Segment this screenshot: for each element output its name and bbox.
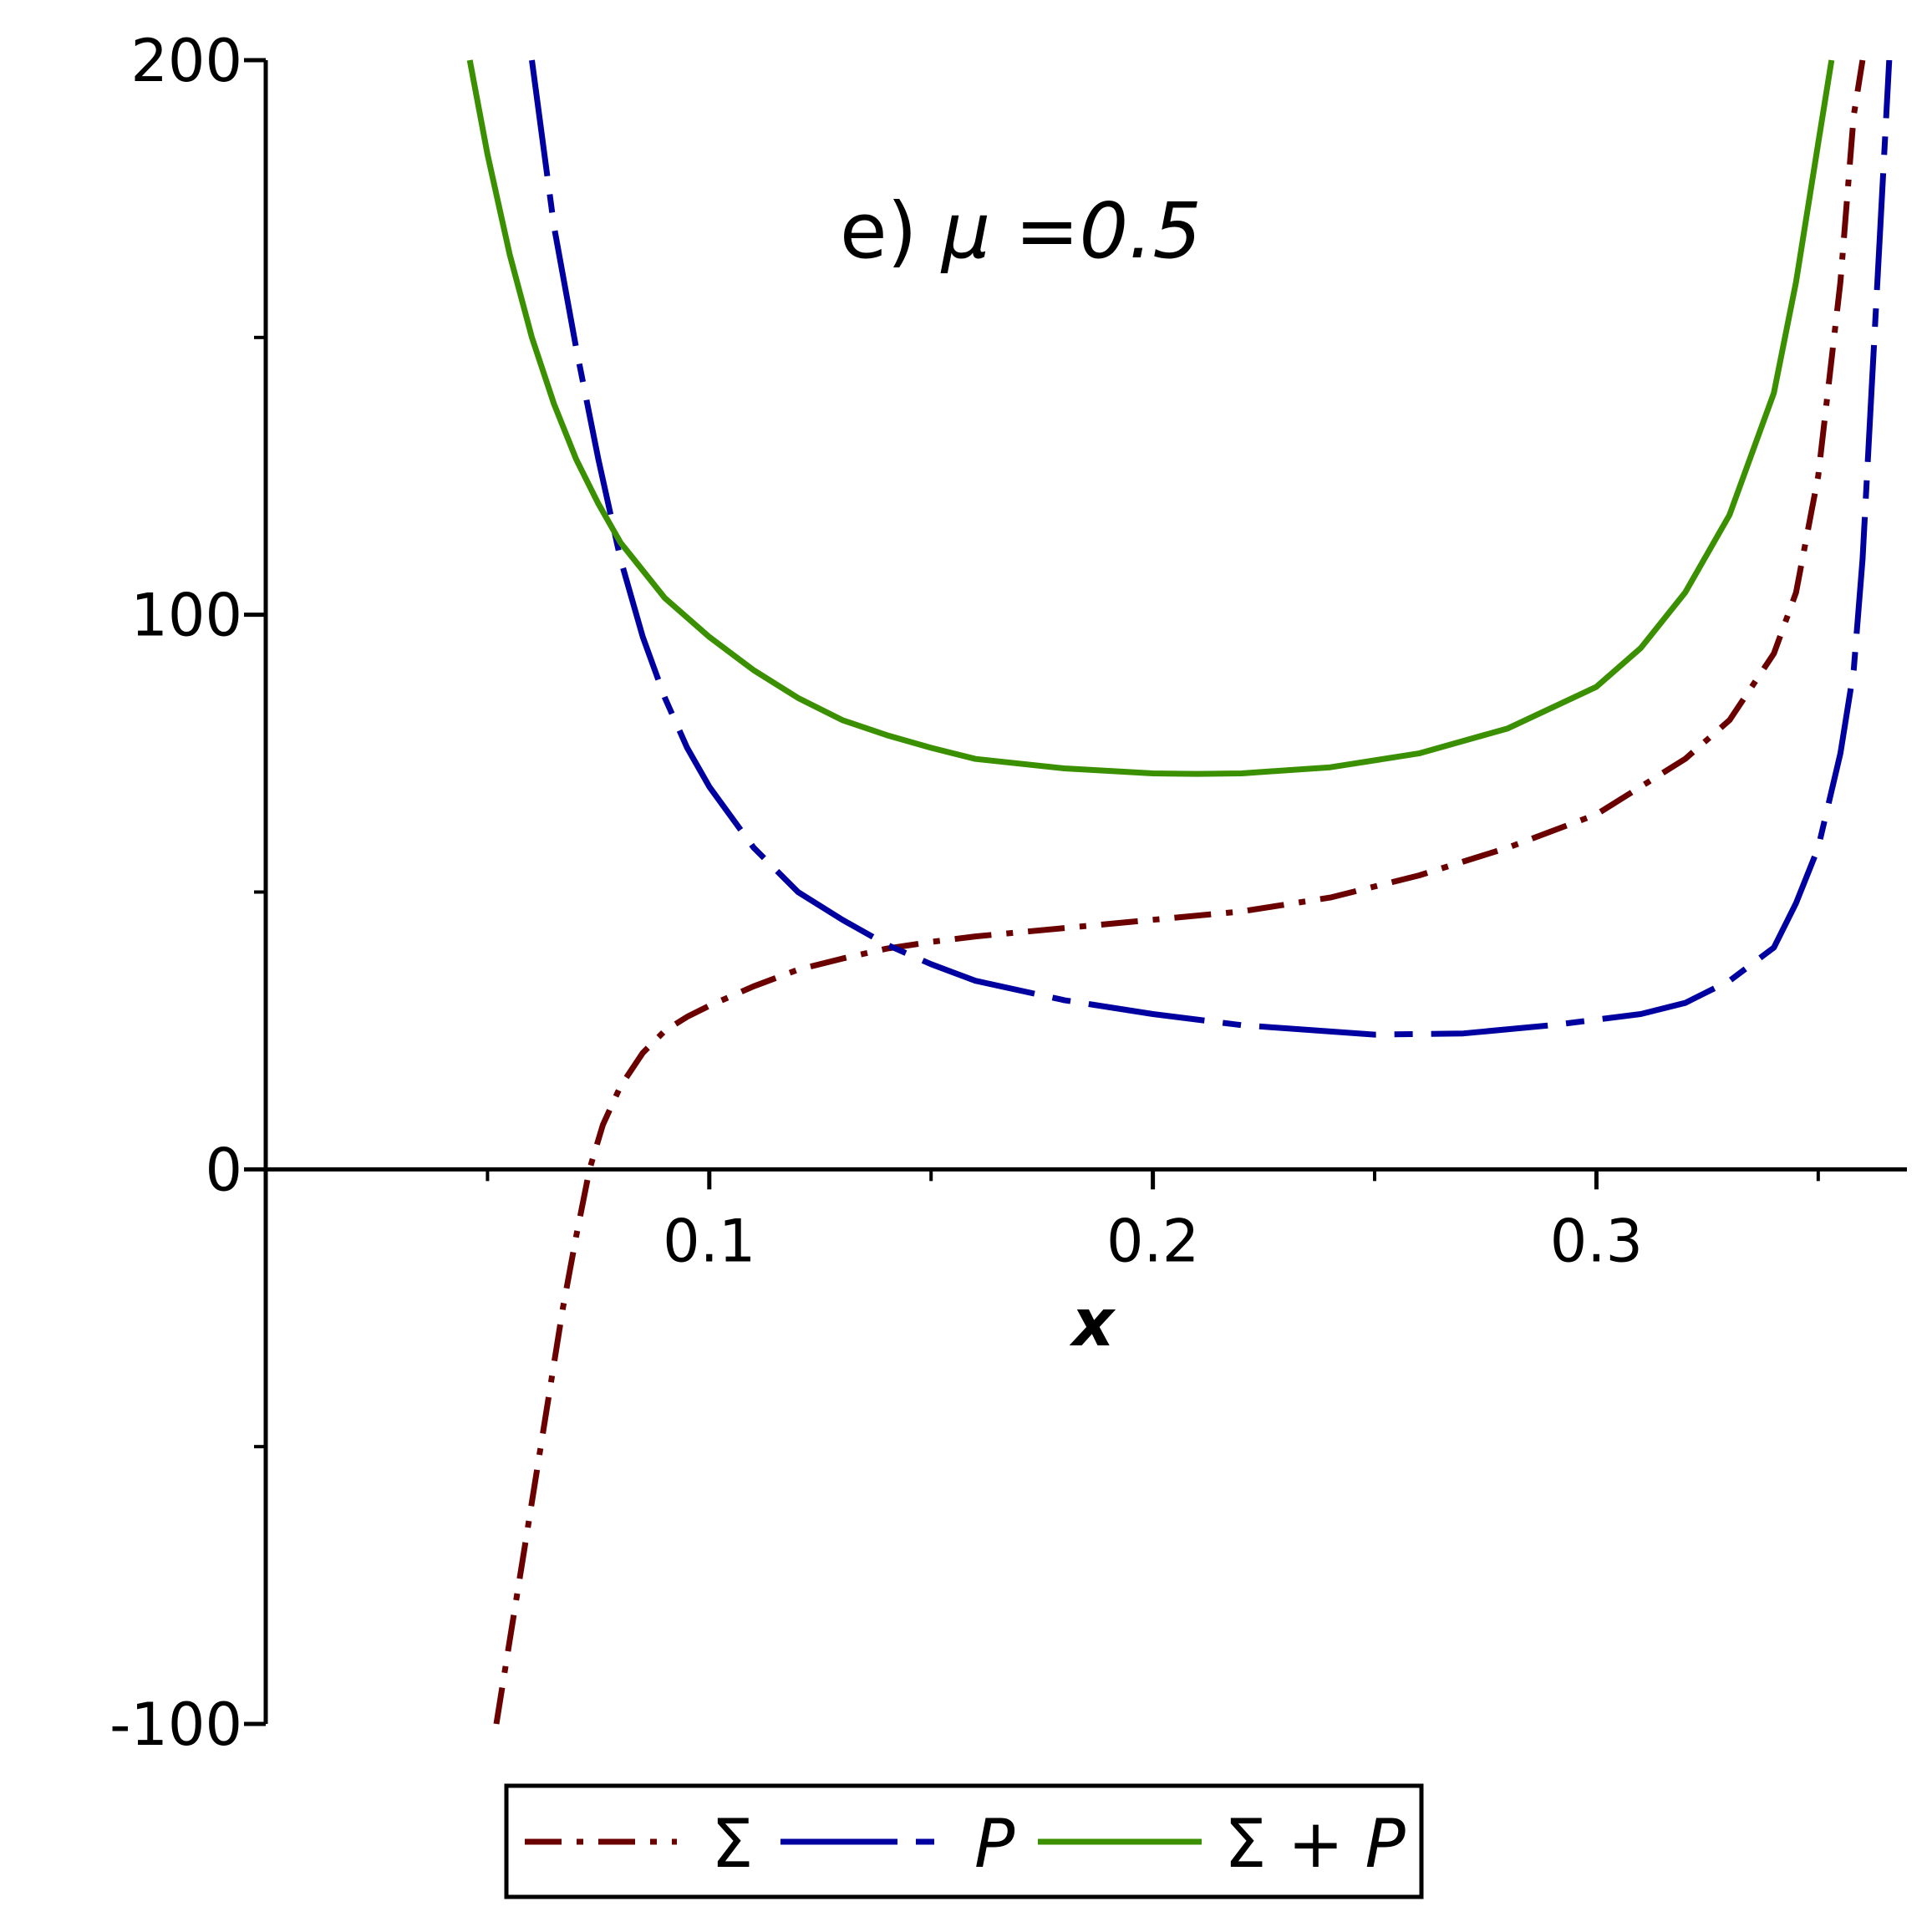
legend-label-p: P <box>974 1805 1015 1883</box>
legend: Σ P Σ + P <box>504 1783 1424 1899</box>
x-axis: 0.1 0.2 0.3 <box>266 1167 1907 1275</box>
y-tick-label: 200 <box>130 27 242 95</box>
y-axis: -100 0 100 200 <box>109 27 268 1759</box>
y-tick-label: 0 <box>205 1136 242 1204</box>
series-sigma-line <box>493 59 1866 1725</box>
x-tick-label: 0.2 <box>1106 1207 1199 1275</box>
y-tick-label: -100 <box>109 1690 242 1759</box>
series-p-line <box>529 59 1893 1038</box>
chart-annotation: e) μ =0.5 <box>840 186 1202 276</box>
series-layer <box>466 59 1893 1725</box>
annotation-suffix: =0.5 <box>1015 186 1202 276</box>
annotation-symbol: μ <box>940 186 991 276</box>
y-tick-label: 100 <box>130 582 242 650</box>
x-tick-label: 0.1 <box>663 1207 755 1275</box>
annotation-prefix: e) <box>840 186 942 276</box>
series-sum-line <box>466 59 1835 777</box>
legend-box <box>504 1783 1424 1899</box>
legend-label-sum-suffix: P <box>1365 1805 1406 1883</box>
legend-label-sigma: Σ <box>711 1805 754 1883</box>
plot-area: 0.1 0.2 0.3 -100 0 100 200 <box>109 27 1907 1759</box>
legend-label-sum-prefix: Σ + <box>1224 1805 1365 1883</box>
x-axis-title: x <box>1069 1286 1116 1361</box>
legend-label-sum: Σ + P <box>1224 1805 1406 1883</box>
x-tick-label: 0.3 <box>1550 1207 1643 1275</box>
